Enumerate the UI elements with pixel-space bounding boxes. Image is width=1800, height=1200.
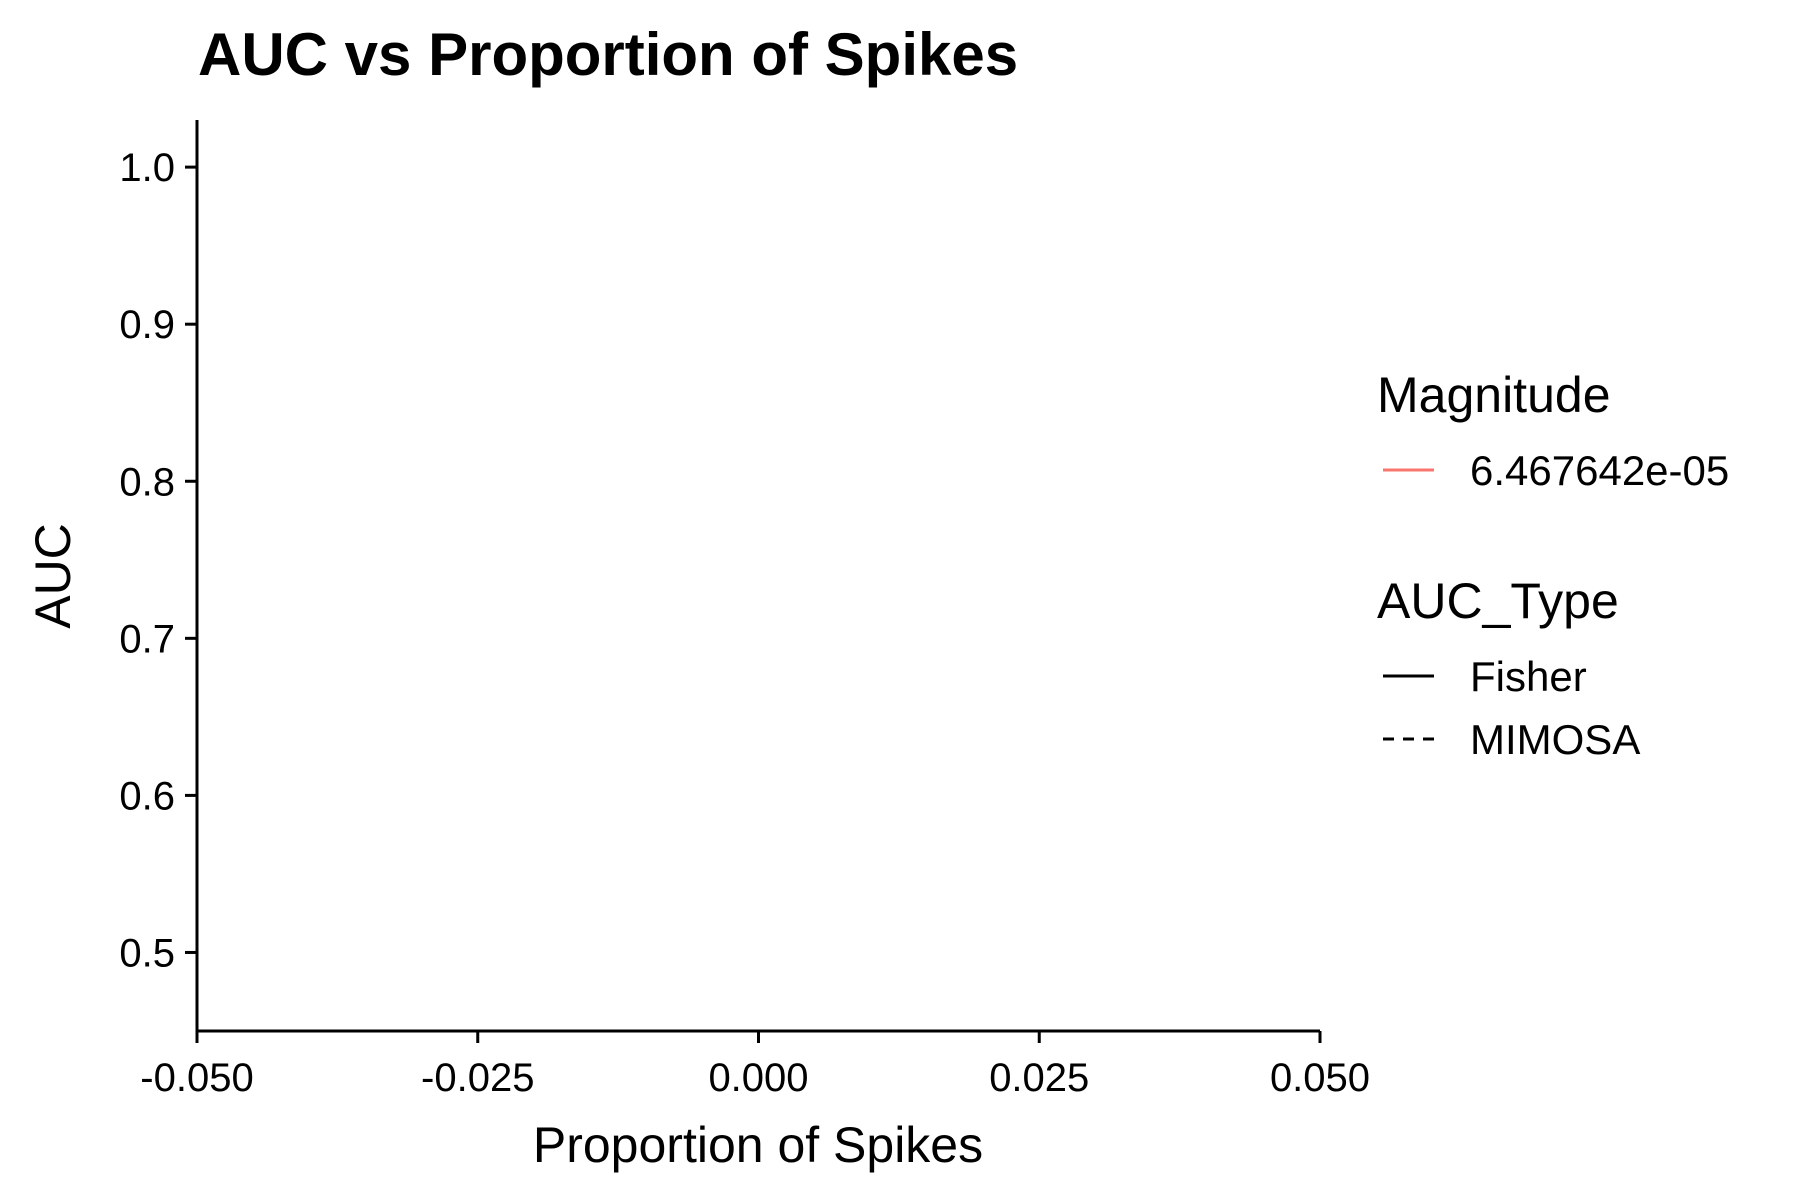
legend-item-label: Fisher bbox=[1470, 653, 1587, 700]
chart-title: AUC vs Proportion of Spikes bbox=[198, 21, 1018, 88]
y-tick-label: 0.5 bbox=[119, 931, 175, 975]
y-tick-group: 0.5 0.6 0.7 0.8 0.9 1.0 bbox=[119, 146, 197, 975]
y-tick-label: 0.9 bbox=[119, 303, 175, 347]
legend: Magnitude 6.467642e-05 AUC_Type Fisher MIMOS… bbox=[1377, 367, 1729, 763]
y-tick-label: 0.6 bbox=[119, 774, 175, 818]
y-tick-label: 0.8 bbox=[119, 460, 175, 504]
legend-item-label: 6.467642e-05 bbox=[1470, 447, 1729, 494]
x-tick-label: -0.025 bbox=[421, 1056, 534, 1100]
legend-title: AUC_Type bbox=[1377, 573, 1619, 629]
y-tick-label: 1.0 bbox=[119, 146, 175, 190]
x-tick-label: 0.000 bbox=[708, 1056, 808, 1100]
x-tick-group: -0.050 -0.025 0.000 0.025 0.050 bbox=[140, 1031, 1370, 1100]
y-tick-label: 0.7 bbox=[119, 617, 175, 661]
x-tick-label: 0.050 bbox=[1270, 1056, 1370, 1100]
legend-title: Magnitude bbox=[1377, 367, 1611, 423]
x-tick-label: -0.050 bbox=[140, 1056, 253, 1100]
legend-item-label: MIMOSA bbox=[1470, 716, 1640, 763]
x-axis-title: Proportion of Spikes bbox=[533, 1117, 983, 1173]
x-tick-label: 0.025 bbox=[989, 1056, 1089, 1100]
y-axis-title: AUC bbox=[25, 523, 81, 629]
